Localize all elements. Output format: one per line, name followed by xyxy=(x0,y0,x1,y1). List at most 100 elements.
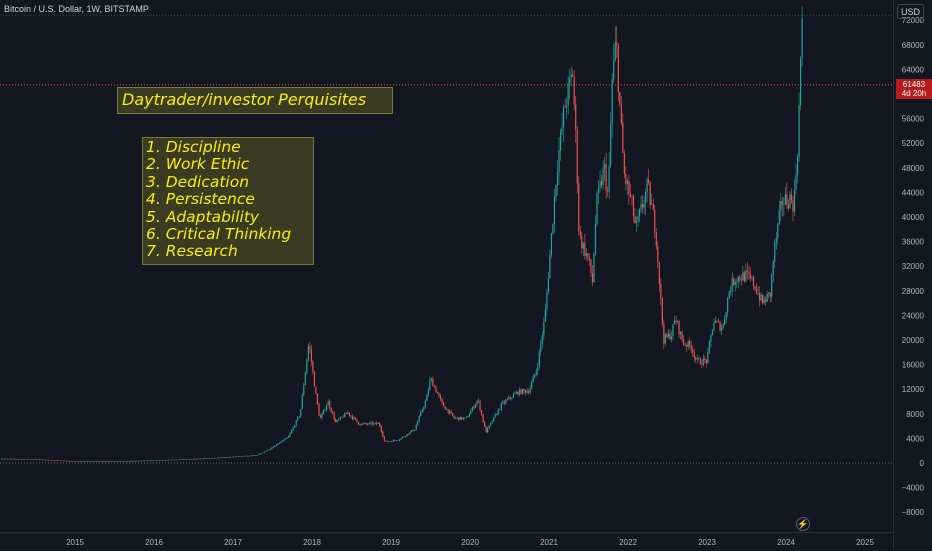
candle xyxy=(263,451,265,453)
candle xyxy=(175,459,177,461)
candle xyxy=(401,436,404,439)
candle xyxy=(468,412,470,417)
candle xyxy=(672,324,674,341)
x-tick-label: 2024 xyxy=(777,538,795,547)
candle xyxy=(3,458,6,460)
candle xyxy=(769,292,771,303)
currency-button[interactable]: USD xyxy=(897,4,924,19)
candle xyxy=(540,339,542,356)
candle xyxy=(661,296,663,327)
candle xyxy=(231,456,233,458)
candle xyxy=(128,461,130,462)
candle xyxy=(418,414,420,423)
x-tick-label: 2022 xyxy=(619,538,637,547)
candle xyxy=(654,204,656,239)
candle xyxy=(394,439,396,442)
candle xyxy=(526,388,528,394)
candle xyxy=(245,455,247,457)
chart-area[interactable]: Bitcoin / U.S. Dollar, 1W, BITSTAMP Dayt… xyxy=(0,0,893,532)
candle xyxy=(233,456,235,458)
candle xyxy=(480,409,483,416)
candle xyxy=(400,437,402,441)
candle xyxy=(297,416,299,422)
candle xyxy=(341,416,343,418)
candle xyxy=(278,442,281,445)
last-price-countdown: 4d 20h xyxy=(901,89,927,98)
candle xyxy=(251,455,253,457)
candle xyxy=(710,333,712,348)
candle xyxy=(350,415,352,418)
candle xyxy=(260,453,262,454)
candle xyxy=(737,276,739,289)
candle xyxy=(161,460,164,461)
candle xyxy=(131,460,133,462)
candle xyxy=(549,250,551,279)
candle xyxy=(76,461,79,462)
candle xyxy=(535,368,537,377)
candle xyxy=(380,425,382,434)
time-scale[interactable]: 2015 2016 2017 2018 2019 2020 2021 2022 2023 2024… xyxy=(0,532,893,550)
candle xyxy=(382,430,384,438)
candle xyxy=(134,460,136,462)
candle xyxy=(643,196,645,215)
candle xyxy=(748,265,750,280)
candle xyxy=(461,416,463,421)
candle xyxy=(780,192,782,221)
price-scale[interactable]: 7200068000640006000056000520004800044000… xyxy=(893,0,932,550)
candle xyxy=(743,270,745,283)
candle xyxy=(588,253,591,266)
candle xyxy=(122,461,124,462)
note-list-box[interactable]: 1. Discipline 2. Work Ethic 3. Dedicatio… xyxy=(142,137,314,265)
candle xyxy=(23,459,25,460)
candle xyxy=(246,455,249,457)
candle xyxy=(199,458,202,460)
candle xyxy=(73,461,75,462)
candle xyxy=(582,241,584,257)
candle xyxy=(635,216,638,232)
candle xyxy=(638,207,641,223)
candle xyxy=(268,449,270,451)
candle xyxy=(145,460,147,462)
note-title-box[interactable]: Daytrader/investor Perquisites xyxy=(117,87,393,114)
candle xyxy=(411,430,413,433)
candle xyxy=(651,193,653,205)
candle xyxy=(622,113,624,154)
y-tick-label: 68000 xyxy=(902,41,925,50)
candle xyxy=(177,459,179,461)
note-list-item: 4. Persistence xyxy=(146,190,255,209)
x-axis: 2015 2016 2017 2018 2019 2020 2021 2022 2023 2024… xyxy=(66,538,874,547)
candle xyxy=(792,195,794,222)
candle xyxy=(143,460,145,462)
candle xyxy=(696,354,698,364)
x-tick-label: 2021 xyxy=(540,538,558,547)
candle xyxy=(338,418,340,421)
candle xyxy=(101,461,103,462)
candle xyxy=(345,412,347,414)
candle xyxy=(110,461,112,462)
candle xyxy=(126,461,129,462)
candle xyxy=(189,459,191,460)
candle xyxy=(40,459,42,461)
candle xyxy=(485,425,487,433)
candle xyxy=(500,401,502,412)
note-list-item: 5. Adaptability xyxy=(146,207,260,226)
x-tick-label: 2016 xyxy=(145,538,163,547)
candle xyxy=(784,186,786,206)
candle xyxy=(479,400,481,412)
candle xyxy=(392,439,395,442)
candle xyxy=(376,421,378,426)
lightning-icon[interactable]: ⚡ xyxy=(796,517,810,531)
candle xyxy=(304,371,306,386)
candle xyxy=(224,457,226,458)
candle xyxy=(227,457,229,458)
y-tick-label: 20000 xyxy=(902,336,925,345)
candle xyxy=(123,461,126,462)
candle xyxy=(215,457,217,459)
price-chart[interactable] xyxy=(0,0,893,532)
candle xyxy=(315,386,317,395)
candle xyxy=(619,91,621,107)
candle xyxy=(172,459,174,461)
candle xyxy=(388,441,390,443)
candle xyxy=(79,461,82,462)
candle xyxy=(395,440,398,442)
